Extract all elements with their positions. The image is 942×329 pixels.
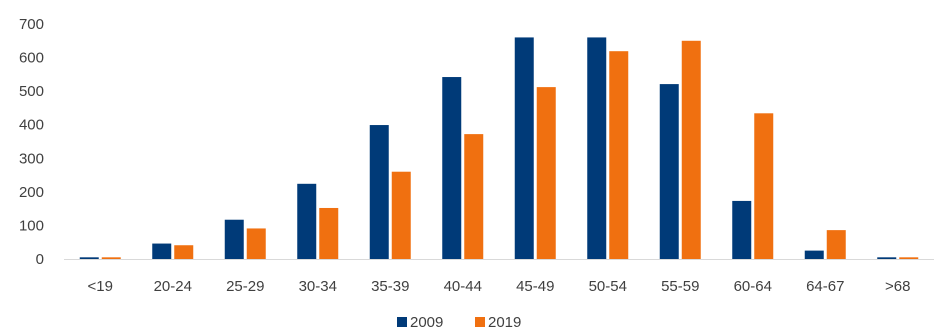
bars <box>79 37 919 260</box>
bar-2009-4 <box>369 125 389 259</box>
bar-2019-3 <box>319 207 339 259</box>
legend-label-2019: 2019 <box>488 314 521 329</box>
x-tick-label: 50-54 <box>589 278 627 295</box>
bar-2009-6 <box>514 37 534 259</box>
x-tick-label: 35-39 <box>371 278 409 295</box>
bar-2019-2 <box>246 228 266 259</box>
legend: 2009 2019 <box>397 314 521 329</box>
x-tick-label: 25-29 <box>226 278 264 295</box>
y-tick-label: 600 <box>19 50 44 67</box>
bar-2019-7 <box>609 51 629 259</box>
x-tick-label: 20-24 <box>154 278 192 295</box>
bar-2009-8 <box>659 84 679 259</box>
legend-label-2009: 2009 <box>410 314 443 329</box>
bar-2019-0 <box>101 257 121 259</box>
bar-2009-5 <box>442 77 462 260</box>
bar-2019-8 <box>681 40 701 260</box>
bar-2019-9 <box>754 113 774 259</box>
x-tick-label: 30-34 <box>299 278 337 295</box>
y-tick-label: 300 <box>19 150 44 167</box>
bar-2009-10 <box>804 250 824 259</box>
legend-swatch-2009 <box>397 317 407 327</box>
y-axis-ticks: 0 100 200 300 400 500 600 700 <box>19 16 44 268</box>
y-tick-label: 400 <box>19 117 44 134</box>
x-tick-label: 45-49 <box>516 278 554 295</box>
x-tick-label: 40-44 <box>444 278 482 295</box>
bar-2019-10 <box>826 230 846 259</box>
y-tick-label: 700 <box>19 16 44 33</box>
x-axis-ticks: <19 20-24 25-29 30-34 35-39 40-44 45-49 50-54 55… <box>88 278 911 295</box>
bar-2009-11 <box>877 257 897 259</box>
legend-swatch-2019 <box>475 317 485 327</box>
y-tick-label: 500 <box>19 83 44 100</box>
x-tick-label: >68 <box>885 278 910 295</box>
x-tick-label: 55-59 <box>661 278 699 295</box>
x-tick-label: 60-64 <box>734 278 772 295</box>
bar-2019-4 <box>391 171 411 259</box>
bar-2009-3 <box>297 183 317 259</box>
bar-2009-1 <box>152 243 172 259</box>
bar-2009-9 <box>732 200 752 259</box>
bar-2019-11 <box>899 257 919 259</box>
bar-2009-2 <box>224 219 244 259</box>
bar-2019-1 <box>174 245 194 259</box>
bar-2009-7 <box>587 37 607 259</box>
bar-2019-5 <box>464 134 484 259</box>
x-tick-label: <19 <box>88 278 113 295</box>
bar-2009-0 <box>79 257 99 259</box>
y-tick-label: 200 <box>19 184 44 201</box>
x-tick-label: 64-67 <box>806 278 844 295</box>
y-tick-label: 100 <box>19 217 44 234</box>
bar-2019-6 <box>536 87 556 259</box>
y-tick-label: 0 <box>36 251 44 268</box>
